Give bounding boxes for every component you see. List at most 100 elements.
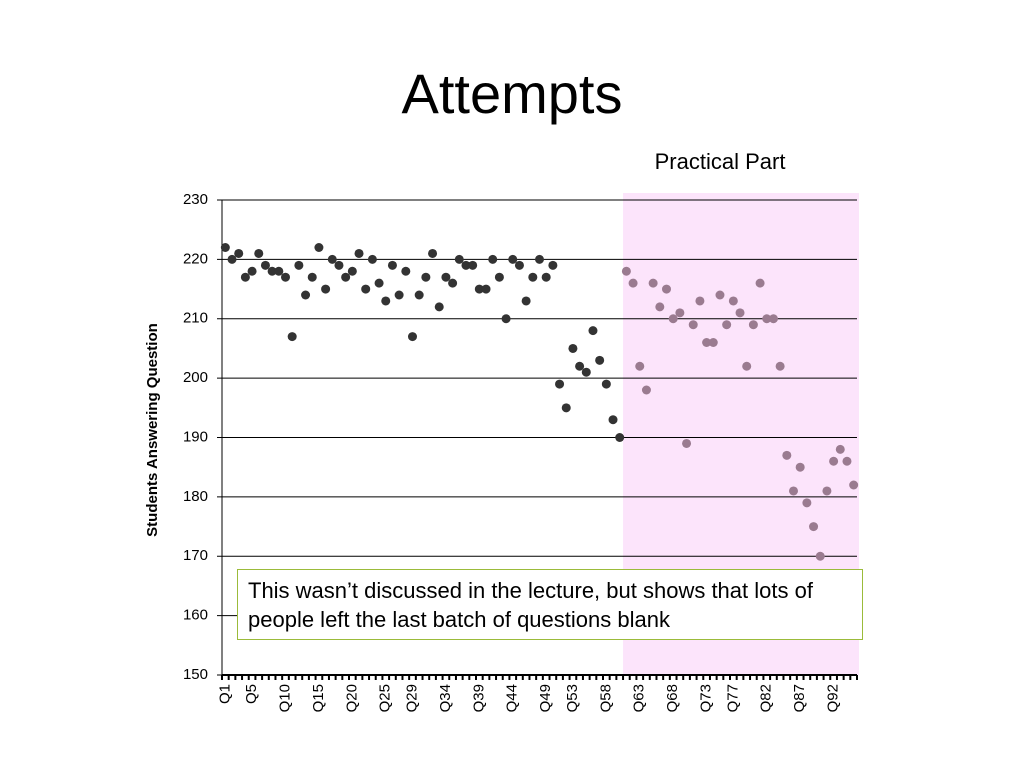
data-point (595, 355, 605, 365)
data-point (327, 254, 337, 264)
data-point (434, 302, 444, 312)
data-point (514, 260, 524, 270)
data-point (367, 254, 377, 264)
data-point (387, 260, 397, 270)
x-tick-label: Q25 (377, 684, 394, 712)
x-tick-label: Q44 (504, 684, 521, 712)
data-point (414, 290, 424, 300)
data-point (849, 480, 859, 490)
data-point (341, 272, 351, 282)
data-point (254, 248, 264, 258)
annotation-box: This wasn’t discussed in the lecture, bu… (237, 569, 863, 640)
data-point (722, 320, 732, 330)
data-point (267, 266, 277, 276)
data-point (809, 522, 819, 532)
data-point (274, 266, 284, 276)
data-point (815, 551, 825, 561)
data-point (307, 272, 317, 282)
data-point (501, 314, 511, 324)
x-tick-label: Q58 (597, 684, 614, 712)
data-point (555, 379, 565, 389)
data-point (688, 320, 698, 330)
data-point (782, 450, 792, 460)
data-point (755, 278, 765, 288)
data-point (287, 332, 297, 342)
data-point (428, 248, 438, 258)
x-tick-label: Q77 (724, 684, 741, 712)
data-point (441, 272, 451, 282)
x-tick-label: Q29 (403, 684, 420, 712)
x-tick-label: Q82 (758, 684, 775, 712)
y-tick-label: 170 (183, 547, 208, 564)
data-point (361, 284, 371, 294)
data-point (588, 326, 598, 336)
x-tick-label: Q1 (216, 684, 233, 704)
x-tick-label: Q87 (791, 684, 808, 712)
data-point (421, 272, 431, 282)
data-point (354, 248, 364, 258)
data-point (541, 272, 551, 282)
data-point (301, 290, 311, 300)
data-point (227, 254, 237, 264)
y-tick-label: 220 (183, 250, 208, 267)
y-axis-title: Students Answering Question (144, 323, 161, 537)
data-point (829, 456, 839, 466)
data-point (675, 308, 685, 318)
data-point (835, 444, 845, 454)
data-point (374, 278, 384, 288)
data-point (220, 243, 230, 252)
data-point (601, 379, 611, 389)
y-tick-label: 180 (183, 488, 208, 505)
data-point (789, 486, 798, 496)
data-point (334, 260, 344, 270)
data-point (408, 332, 417, 342)
data-point (521, 296, 531, 306)
data-point (775, 361, 785, 371)
data-point (494, 272, 504, 282)
data-point (381, 296, 391, 306)
data-point (448, 278, 458, 288)
data-point (728, 296, 738, 306)
data-point (735, 308, 745, 318)
data-point (488, 254, 498, 264)
data-point (822, 486, 832, 496)
x-tick-label: Q5 (243, 684, 260, 704)
data-point (641, 385, 651, 395)
x-tick-label: Q53 (564, 684, 581, 712)
data-point (682, 438, 692, 448)
data-point (748, 320, 758, 330)
data-point (394, 290, 404, 300)
data-point (234, 248, 244, 258)
y-tick-label: 160 (183, 607, 208, 624)
data-point (548, 260, 558, 270)
data-point (762, 314, 772, 324)
data-point (768, 314, 778, 324)
data-point (648, 278, 658, 288)
data-point (615, 433, 625, 442)
data-point (461, 260, 471, 270)
data-point (742, 361, 752, 371)
data-point (240, 272, 250, 282)
data-point (621, 266, 631, 276)
data-point (468, 260, 478, 270)
x-tick-label: Q63 (631, 684, 648, 712)
x-tick-label: Q15 (310, 684, 327, 712)
data-point (842, 456, 852, 466)
data-point (795, 462, 805, 472)
data-point (575, 361, 585, 371)
data-point (535, 254, 544, 264)
data-point (260, 260, 270, 270)
x-tick-label: Q10 (276, 684, 293, 712)
data-point (401, 266, 411, 276)
data-point (708, 338, 718, 347)
region-label: Practical Part (655, 149, 786, 174)
data-point (528, 272, 538, 282)
y-tick-label: 190 (183, 428, 208, 445)
data-point (608, 415, 618, 425)
data-point (314, 243, 324, 252)
data-point (655, 302, 665, 312)
y-tick-label: 150 (183, 666, 208, 683)
data-point (581, 367, 591, 377)
data-point (247, 266, 257, 276)
